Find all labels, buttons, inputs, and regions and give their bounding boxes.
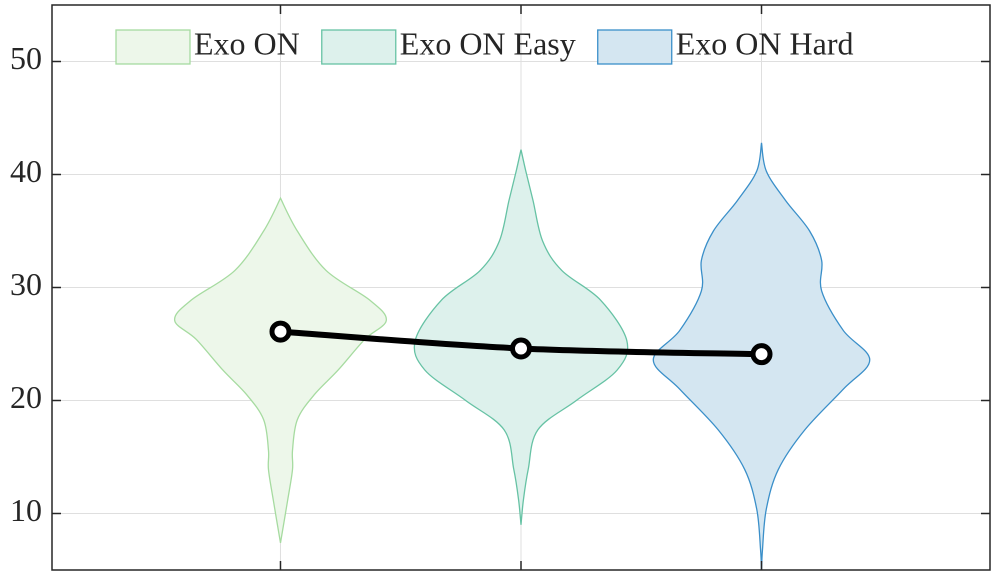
plot-area <box>174 142 871 570</box>
y-tick-label: 40 <box>10 153 42 189</box>
legend: Exo ON Exo ON Easy Exo ON Hard <box>115 25 854 65</box>
legend-swatch <box>321 29 397 65</box>
mean-marker <box>750 343 773 366</box>
legend-swatch <box>115 29 191 65</box>
mean-marker <box>269 320 292 343</box>
y-tick-label: 10 <box>10 492 42 528</box>
mean-marker <box>510 337 532 360</box>
y-tick-label: 50 <box>10 40 42 76</box>
ticks: 10 20 30 40 50 <box>10 5 990 570</box>
legend-label: Exo ON Hard <box>676 25 854 61</box>
y-tick-label: 20 <box>10 379 42 415</box>
y-tick-label: 30 <box>10 266 42 302</box>
legend-label: Exo ON Easy <box>400 25 576 61</box>
legend-swatch <box>597 29 673 65</box>
violin <box>413 149 629 525</box>
legend-label: Exo ON <box>194 25 300 61</box>
violin <box>174 196 387 543</box>
